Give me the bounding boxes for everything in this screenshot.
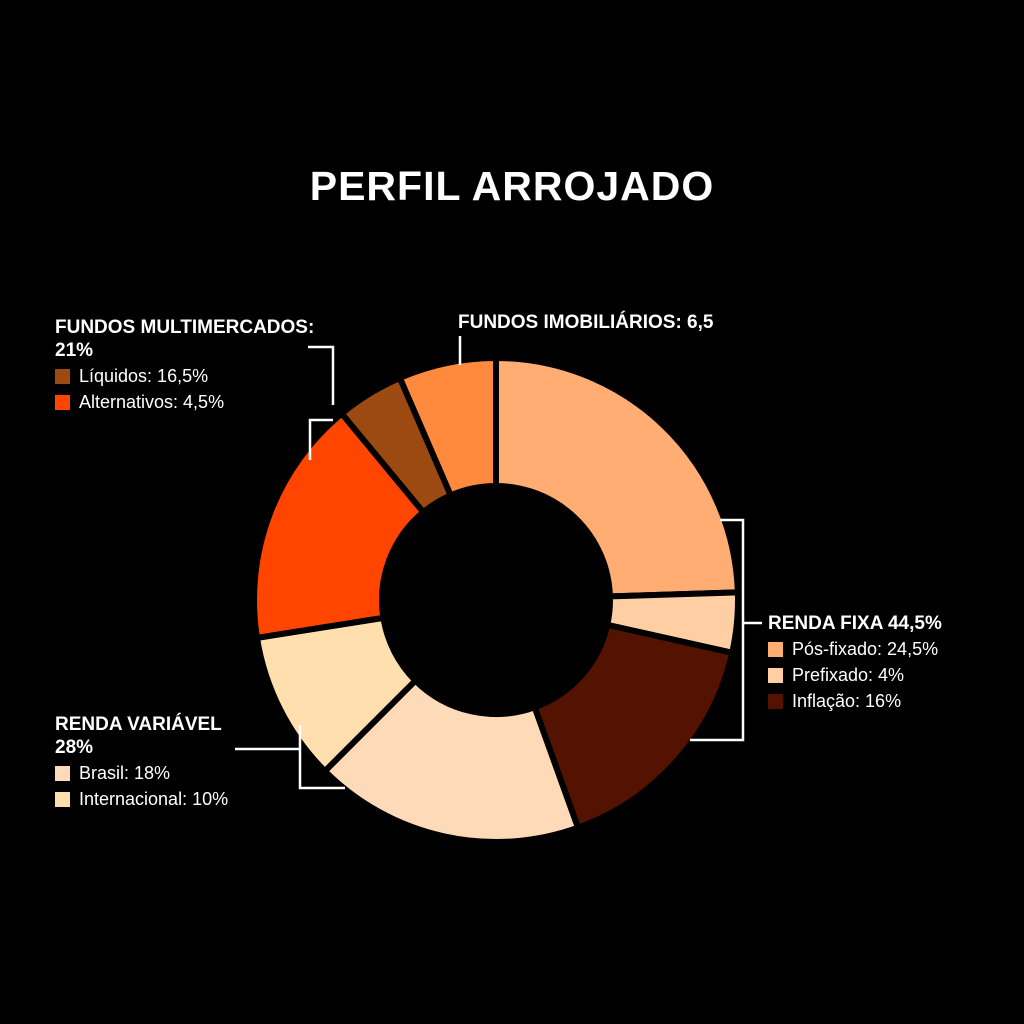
donut-slice-brasil [320,676,582,845]
legend-swatch-liquidos [55,368,70,384]
bracket-renda-fixa [690,518,745,742]
legend-label-inflacao: Inflação: 16% [792,691,902,711]
bracket-multimercados-lower [308,418,333,460]
bracket-lines [235,336,762,790]
donut-slice-fundos-imobili-rios [395,354,499,500]
legend-label-prefixado: Prefixado: 4% [792,665,905,685]
legend-swatch-brasil [55,765,70,781]
legend-label-internacional: Internacional: 10% [79,789,229,809]
legend-renda-variavel: RENDA VARIÁVEL 28% Brasil: 18% Internaci… [55,713,228,811]
donut-slices [251,354,741,845]
legend-item-pos-fixado: Pós-fixado: 24,5% [768,637,942,661]
donut-slice-p-s-fixado [493,354,741,600]
legend-label-brasil: Brasil: 18% [79,763,171,783]
bracket-renda-variavel-side [298,725,345,790]
legend-label-alternativos: Alternativos: 4,5% [79,392,225,412]
legend-swatch-internacional [55,791,70,807]
legend-imobiliarios: FUNDOS IMOBILIÁRIOS: 6,5 [458,311,713,334]
legend-item-liquidos: Líquidos: 16,5% [55,364,315,388]
bracket-multimercados [308,345,335,405]
legend-label-pos-fixado: Pós-fixado: 24,5% [792,639,939,659]
donut-slice-alternativos [251,409,428,642]
legend-swatch-alternativos [55,394,70,410]
legend-item-inflacao: Inflação: 16% [768,689,942,713]
legend-swatch-pos-fixado [768,641,783,657]
donut-slice-infla-o [530,621,736,832]
legend-multimercados: FUNDOS MULTIMERCADOS: 21% Líquidos: 16,5… [55,316,315,414]
legend-swatch-inflacao [768,693,783,709]
legend-item-alternativos: Alternativos: 4,5% [55,390,315,414]
legend-renda-fixa: RENDA FIXA 44,5% Pós-fixado: 24,5% Prefi… [768,612,942,713]
legend-multimercados-title: FUNDOS MULTIMERCADOS: 21% [55,317,315,361]
legend-renda-variavel-title: RENDA VARIÁVEL 28% [55,714,222,758]
legend-imobiliarios-title: FUNDOS IMOBILIÁRIOS: 6,5 [458,312,714,333]
legend-swatch-prefixado [768,667,783,683]
chart-title: PERFIL ARROJADO [309,163,715,209]
legend-item-internacional: Internacional: 10% [55,787,228,811]
legend-renda-fixa-title: RENDA FIXA 44,5% [768,613,942,634]
legend-item-brasil: Brasil: 18% [55,761,228,785]
legend-item-prefixado: Prefixado: 4% [768,663,942,687]
legend-label-liquidos: Líquidos: 16,5% [79,366,209,386]
